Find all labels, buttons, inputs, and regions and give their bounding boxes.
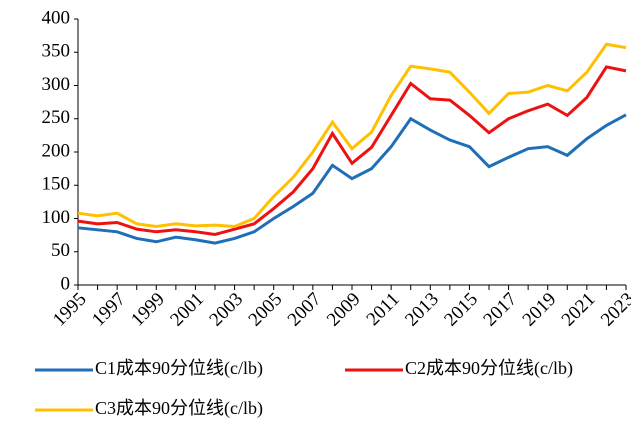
y-tick-label: 250 xyxy=(42,107,71,128)
x-tick-label: 2007 xyxy=(284,289,326,331)
legend: C1成本90分位线(c/lb) C2成本90分位线(c/lb) C3成本90分位线(… xyxy=(35,358,573,419)
x-tick-label: 1995 xyxy=(49,289,91,331)
series-line xyxy=(77,65,627,236)
x-tick-label: 2015 xyxy=(440,289,482,331)
y-tick-label: 100 xyxy=(42,207,71,228)
x-tick-label: 2017 xyxy=(479,289,521,331)
x-tick-label: 2013 xyxy=(401,289,443,331)
x-tick-label: 2019 xyxy=(519,289,561,331)
y-tick-label: 150 xyxy=(42,174,71,195)
x-tick-label: 2005 xyxy=(245,289,287,331)
x-tick-label: 2001 xyxy=(166,289,208,331)
y-tick-label: 350 xyxy=(42,41,71,62)
x-tick-label: 2009 xyxy=(323,289,365,331)
y-tick-label: 50 xyxy=(51,240,70,261)
legend-label: C2成本90分位线(c/lb) xyxy=(405,358,573,379)
x-tick-label: 2003 xyxy=(205,289,247,331)
x-tick-label: 2011 xyxy=(363,289,404,330)
y-tick-label: 200 xyxy=(42,140,71,161)
y-tick-label: 400 xyxy=(42,7,71,28)
x-tick-label: 1999 xyxy=(127,289,169,331)
x-tick-label: 1997 xyxy=(88,289,130,331)
x-tick-label: 2023 xyxy=(597,289,631,331)
legend-label: C3成本90分位线(c/lb) xyxy=(95,398,263,419)
x-tick-label: 2021 xyxy=(558,289,600,331)
legend-label: C1成本90分位线(c/lb) xyxy=(95,358,263,379)
y-tick-label: 0 xyxy=(61,273,71,294)
series-line xyxy=(77,42,627,229)
y-tick-label: 300 xyxy=(42,74,71,95)
series-line xyxy=(77,113,627,245)
